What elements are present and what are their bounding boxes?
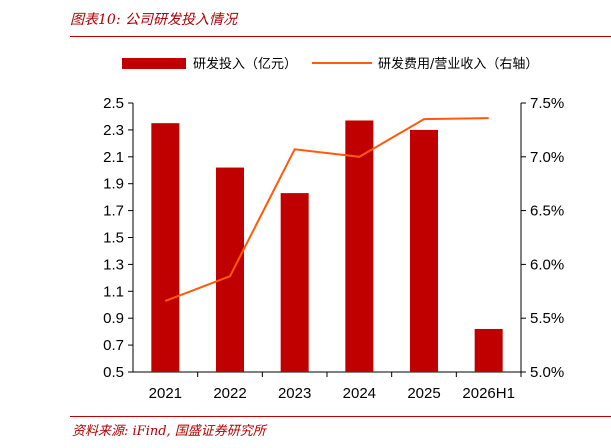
bottom-divider xyxy=(70,416,611,417)
ratio-line xyxy=(164,117,489,302)
y-axis-right-ticks: 5.0% 5.5% 6.0% 6.5% 7.0% 7.5% xyxy=(521,95,564,381)
y-left-tick-label: 0.7 xyxy=(103,337,124,354)
x-tick-label: 2021 xyxy=(149,385,182,402)
legend: 研发投入（亿元） 研发费用/营业收入（右轴） xyxy=(122,56,538,72)
bar xyxy=(216,167,244,372)
bar xyxy=(474,328,503,372)
y-left-tick-label: 0.5 xyxy=(103,364,124,381)
legend-bar-swatch xyxy=(122,58,186,69)
x-tick-label: 2026H1 xyxy=(462,385,515,402)
bar-series xyxy=(151,120,503,372)
bar xyxy=(345,120,374,372)
x-axis-ticks: 2021 2022 2023 2024 2025 2026H1 xyxy=(149,372,522,402)
y-axis-left-ticks: 0.5 0.7 0.9 1.1 1.3 1.5 1.7 1.9 2.1 2.3 2.5 xyxy=(103,95,133,381)
source-note: 资料来源: iFind, 国盛证券研究所 xyxy=(72,424,266,439)
bar xyxy=(410,129,438,372)
axes xyxy=(132,103,522,373)
y-left-tick-label: 1.3 xyxy=(103,256,124,273)
y-right-tick-label: 7.5% xyxy=(530,95,564,112)
y-right-tick-label: 6.5% xyxy=(530,203,564,220)
bar xyxy=(151,123,180,372)
top-divider xyxy=(70,36,611,37)
x-tick-label: 2022 xyxy=(213,385,246,402)
y-left-tick-label: 1.1 xyxy=(103,283,124,300)
y-left-tick-label: 1.7 xyxy=(103,203,124,220)
legend-bar-label: 研发投入（亿元） xyxy=(193,56,297,72)
y-left-tick-label: 0.9 xyxy=(103,310,124,327)
x-tick-label: 2023 xyxy=(278,385,311,402)
y-left-tick-label: 2.1 xyxy=(103,149,124,166)
x-tick-label: 2024 xyxy=(343,385,376,402)
y-right-tick-label: 7.0% xyxy=(530,149,564,166)
y-right-tick-label: 6.0% xyxy=(530,256,564,273)
y-left-tick-label: 1.5 xyxy=(103,230,124,247)
line-series xyxy=(164,117,489,302)
y-left-tick-label: 2.5 xyxy=(103,95,124,112)
bar xyxy=(280,193,309,372)
y-left-tick-label: 1.9 xyxy=(103,176,124,193)
y-right-tick-label: 5.0% xyxy=(530,364,564,381)
y-left-tick-label: 2.3 xyxy=(103,122,124,139)
y-right-tick-label: 5.5% xyxy=(530,310,564,327)
chart-caption: 图表10: 公司研发投入情况 xyxy=(70,12,237,28)
legend-line-label: 研发费用/营业收入（右轴） xyxy=(378,56,538,72)
x-tick-label: 2025 xyxy=(407,385,440,402)
